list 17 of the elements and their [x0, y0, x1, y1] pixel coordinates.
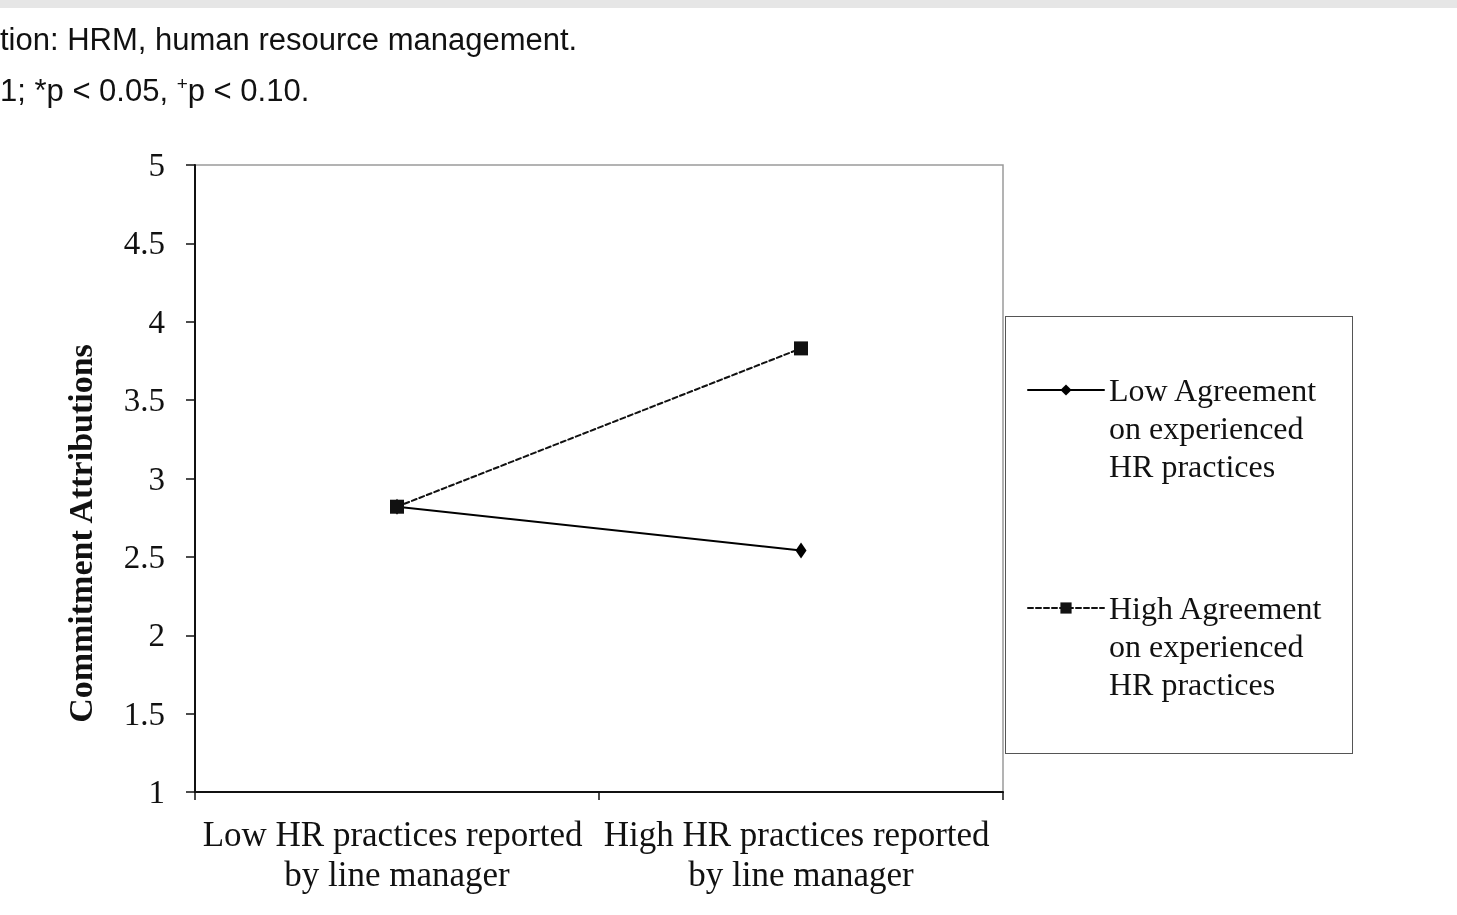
y-tick-label: 1 [148, 774, 165, 810]
text: 1; *p < 0.05, +p < 0.10. [0, 72, 310, 108]
text: tion: HRM, human resource management. [0, 22, 578, 57]
y-tick-label: 3 [148, 460, 165, 497]
y-tick-label: 2.5 [123, 538, 165, 575]
legend-label: High Agreement on experienced HR practices [1109, 590, 1322, 702]
x-tick-label: Low HR practices reported by line manager [202, 814, 592, 894]
y-tick-label: 4 [148, 303, 165, 340]
y-tick-label: 5 [148, 147, 165, 183]
y-tick-label: 4.5 [123, 225, 165, 262]
y-tick-label: 1.5 [123, 695, 165, 732]
y-tick-label: 3.5 [123, 382, 165, 419]
x-tick-label: High HR practices reported by line manager [603, 814, 999, 894]
legend-label: Low Agreement on experienced HR practices [1109, 372, 1317, 484]
y-tick-label: 2 [148, 617, 165, 654]
y-axis-title: Commitment Attributions [61, 344, 99, 723]
point [794, 341, 808, 356]
